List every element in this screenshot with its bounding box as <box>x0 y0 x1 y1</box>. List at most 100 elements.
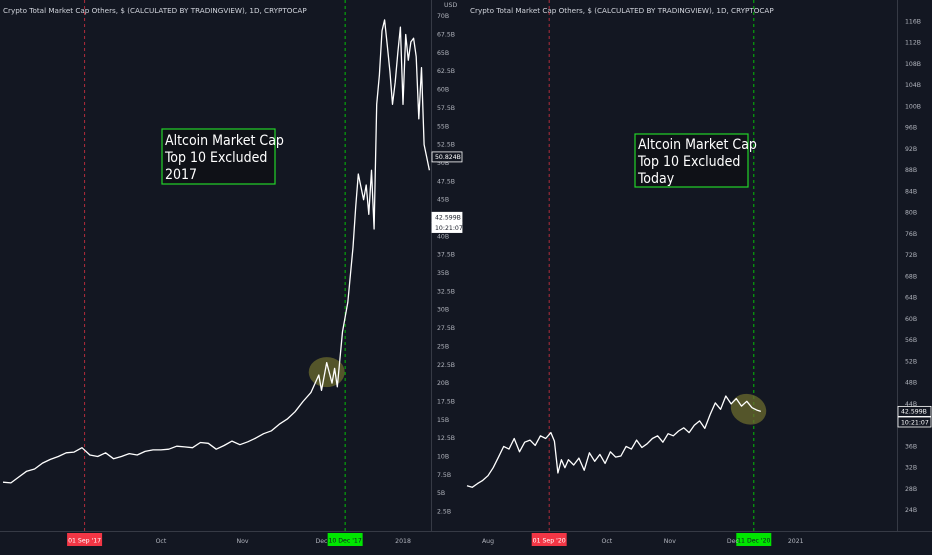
price-label: 10:21:07 <box>435 225 463 232</box>
y-tick-label: 30B <box>437 307 449 314</box>
y-tick-label: 72B <box>905 252 917 259</box>
y-tick-label: 5B <box>437 490 445 497</box>
x-axis: Aug Oct Nov Dec 2021 <box>482 538 804 545</box>
date-marker-tag <box>67 533 103 546</box>
y-tick-label: 57.5B <box>437 105 455 112</box>
x-tick-label: Nov <box>236 538 248 545</box>
price-label-box <box>431 222 463 233</box>
y-axis: 2.5B 5B 7.5B 10B 12.5B 15B 17.5B 20B 22.5B 25B 27.… <box>437 13 455 515</box>
y-tick-label: 60B <box>437 87 449 94</box>
annotation-line-1: Altcoin Market Cap <box>638 137 757 153</box>
date-marker-label: 01 Sep '17 <box>68 538 101 545</box>
x-tick-label: 2018 <box>395 538 411 545</box>
y-tick-label: 32.5B <box>437 288 455 295</box>
y-tick-label: 55B <box>437 123 449 130</box>
date-marker-tag <box>736 533 772 546</box>
y-tick-label: 25B <box>437 343 449 350</box>
date-marker-label: 10 Dec '17 <box>328 538 361 545</box>
y-tick-label: 84B <box>905 188 917 195</box>
y-tick-label: 76B <box>905 231 917 238</box>
y-tick-label: 116B <box>905 18 921 25</box>
y-tick-label: 56B <box>905 337 917 344</box>
y-tick-label: 112B <box>905 40 921 47</box>
x-tick-label: Oct <box>602 538 613 545</box>
y-axis-unit: USD <box>444 2 457 9</box>
annotation-box: Altcoin Market Cap Top 10 Excluded 2017 <box>161 128 284 185</box>
y-tick-label: 52.5B <box>437 142 455 149</box>
y-tick-label: 7.5B <box>437 472 451 479</box>
y-tick-label: 62.5B <box>437 68 455 75</box>
y-tick-label: 27.5B <box>437 325 455 332</box>
price-label-box <box>897 416 932 428</box>
y-tick-label: 35B <box>437 270 449 277</box>
y-tick-label: 47.5B <box>437 178 455 185</box>
y-tick-label: 52B <box>905 358 917 365</box>
y-tick-label: 96B <box>905 125 917 132</box>
y-tick-label: 15B <box>437 417 449 424</box>
annotation-line-3: 2017 <box>165 167 197 183</box>
annotation-line-3: Today <box>637 171 675 187</box>
y-tick-label: 100B <box>905 103 921 110</box>
x-tick-label: 2021 <box>788 538 804 545</box>
y-tick-label: 32B <box>905 465 917 472</box>
y-tick-label: 64B <box>905 295 917 302</box>
y-tick-label: 92B <box>905 146 917 153</box>
date-marker-tag <box>327 533 363 546</box>
x-axis: Oct Nov Dec 2018 <box>156 538 411 545</box>
y-tick-label: 10B <box>437 453 449 460</box>
date-marker-label: 01 Sep '20 <box>533 538 566 545</box>
y-tick-label: 65B <box>437 50 449 57</box>
series-line <box>2 19 431 484</box>
price-label: 10:21:07 <box>901 419 929 426</box>
price-labels: 50.824B 42.599B 10:21:07 <box>431 151 463 233</box>
y-tick-label: 108B <box>905 61 921 68</box>
x-tick-label: Dec <box>315 538 328 545</box>
y-tick-label: 44B <box>905 401 917 408</box>
y-tick-label: 67.5B <box>437 32 455 39</box>
annotation-box: Altcoin Market Cap Top 10 Excluded Today <box>634 133 757 188</box>
y-tick-label: 24B <box>905 507 917 514</box>
price-label: 42.599B <box>435 215 461 222</box>
series-line <box>466 395 761 488</box>
price-label: 50.824B <box>435 154 461 161</box>
chart-2017-panel: Crypto Total Market Cap Others, $ (CALCU… <box>0 0 466 546</box>
chart-today-panel: Crypto Total Market Cap Others, $ (CALCU… <box>466 0 932 546</box>
y-tick-label: 28B <box>905 486 917 493</box>
annotation-line-2: Top 10 Excluded <box>637 154 740 170</box>
y-tick-label: 70B <box>437 13 449 20</box>
y-tick-label: 50B <box>437 160 449 167</box>
price-labels: 42.599B 10:21:07 <box>897 405 932 428</box>
y-tick-label: 104B <box>905 82 921 89</box>
highlight-layer <box>730 393 767 425</box>
annotation-line-2: Top 10 Excluded <box>164 150 267 166</box>
chart-title: Crypto Total Market Cap Others, $ (CALCU… <box>3 6 307 15</box>
price-label-box <box>431 151 463 163</box>
price-label: 42.599B <box>901 409 927 416</box>
x-tick-label: Aug <box>482 538 494 545</box>
y-tick-label: 17.5B <box>437 398 455 405</box>
chart-title: Crypto Total Market Cap Others, $ (CALCU… <box>470 6 774 15</box>
y-tick-label: 36B <box>905 443 917 450</box>
annotation-line-1: Altcoin Market Cap <box>165 133 284 149</box>
y-tick-label: 68B <box>905 273 917 280</box>
y-tick-label: 60B <box>905 316 917 323</box>
y-tick-label: 37.5B <box>437 252 455 259</box>
price-label-box <box>897 405 932 417</box>
y-tick-label: 80B <box>905 210 917 217</box>
y-tick-label: 88B <box>905 167 917 174</box>
y-tick-label: 20B <box>437 380 449 387</box>
date-markers: 01 Sep '17 10 Dec '17 <box>67 0 363 546</box>
date-marker-tag <box>531 533 567 546</box>
date-markers: 01 Sep '20 11 Dec '20 <box>531 0 772 546</box>
x-tick-label: Dec <box>727 538 740 545</box>
y-axis: 24B28B32B36B40B44B48B52B56B60B64B68B72B7… <box>905 18 921 514</box>
y-tick-label: 45B <box>437 197 449 204</box>
date-marker-label: 11 Dec '20 <box>737 538 770 545</box>
y-tick-label: 40B <box>437 233 449 240</box>
highlight-ellipse <box>730 393 767 425</box>
y-tick-label: 12.5B <box>437 435 455 442</box>
y-tick-label: 2.5B <box>437 509 451 516</box>
y-tick-label: 48B <box>905 380 917 387</box>
